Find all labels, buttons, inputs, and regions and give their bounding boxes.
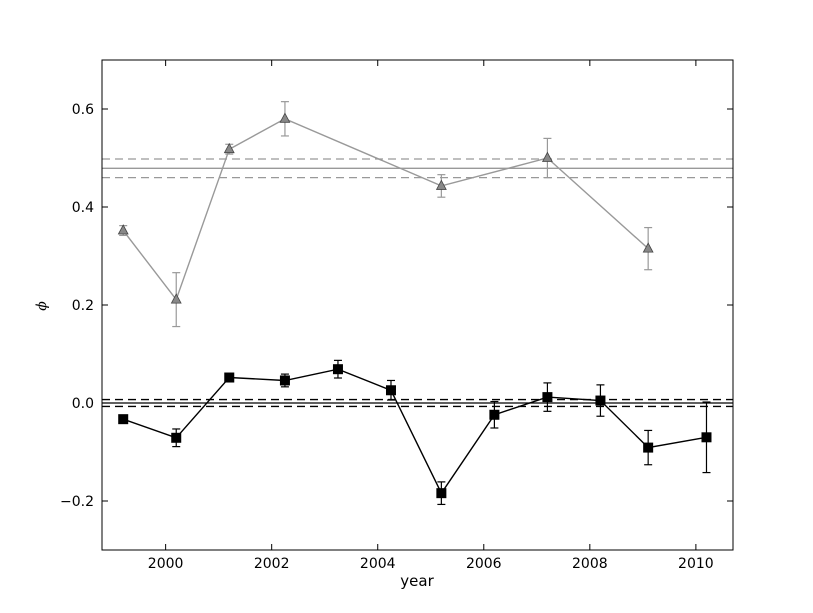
- x-tick-label: 2010: [678, 556, 714, 572]
- data-point: [541, 151, 553, 162]
- data-point: [279, 112, 291, 123]
- x-tick-label: 2004: [360, 556, 396, 572]
- data-point: [223, 142, 235, 154]
- y-axis-label: ϕ: [34, 301, 50, 311]
- data-point: [436, 488, 447, 499]
- data-point: [117, 224, 129, 235]
- data-point: [118, 414, 129, 425]
- x-tick-label: 2002: [254, 556, 290, 572]
- data-point: [701, 432, 712, 443]
- series-2: [118, 359, 712, 506]
- y-tick-label: 0.4: [72, 200, 94, 216]
- x-axis-label: year: [400, 572, 434, 590]
- data-point: [332, 364, 343, 375]
- y-tick-label: −0.2: [60, 494, 94, 510]
- series-line: [122, 118, 649, 302]
- x-tick-label: 2006: [466, 556, 502, 572]
- data-point: [171, 432, 182, 443]
- data-point: [643, 442, 654, 453]
- data-point: [489, 409, 500, 420]
- reference-lines: [102, 158, 733, 408]
- data-point: [595, 395, 606, 406]
- plot-frame: [101, 59, 734, 551]
- series-1: [117, 101, 654, 328]
- data-point: [224, 372, 235, 383]
- x-tick-label: 2000: [148, 556, 184, 572]
- data-point: [385, 385, 396, 396]
- data-point: [542, 392, 553, 403]
- axes-layer: 2000 2002 2004 2006 2008 2010 −0.2 0.0 0.2 0.4 0.6: [60, 60, 733, 572]
- series-line: [122, 368, 707, 495]
- series-layer: [117, 101, 712, 506]
- y-tick-label: 0.6: [72, 102, 94, 118]
- data-point: [435, 179, 447, 190]
- data-point: [170, 293, 182, 304]
- y-tick-label: 0.2: [72, 298, 94, 314]
- x-tick-label: 2008: [572, 556, 608, 572]
- data-point: [279, 375, 290, 386]
- data-point: [642, 242, 654, 253]
- y-tick-label: 0.0: [72, 396, 94, 412]
